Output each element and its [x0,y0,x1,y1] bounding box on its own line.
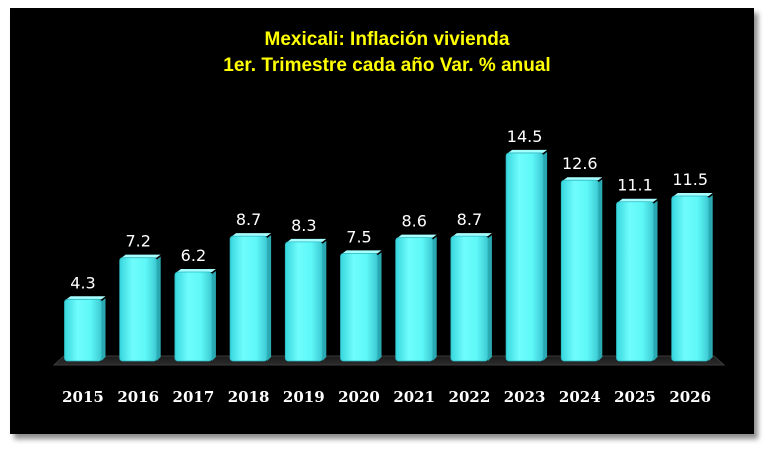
bar-side-2018 [267,235,272,361]
bar-top-2016 [121,254,161,258]
value-label-2019: 8.3 [291,216,316,235]
x-tick-2026: 2026 [669,388,711,406]
value-label-2020: 7.5 [346,227,371,246]
bars-group [64,149,713,362]
bar-2019 [284,241,323,362]
bar-side-2017 [211,271,216,361]
bar-2015 [64,298,102,362]
bar-top-2026 [673,192,713,196]
value-label-2016: 7.2 [125,232,150,251]
bar-side-2026 [708,194,713,361]
x-tick-2018: 2018 [228,388,270,406]
bar-top-2022 [452,233,492,237]
bar-2026 [671,195,710,362]
value-labels-group: 4.3 7.2 6.2 8.7 8.3 7.5 8.6 8.7 14.5 12.6 11.1 11.5 [70,127,708,292]
bar-top-2019 [287,238,327,242]
bar-side-2020 [377,252,382,361]
bar-top-2020 [342,250,382,254]
value-label-2023: 14.5 [507,127,543,146]
x-tick-2025: 2025 [614,388,656,406]
bar-2018 [229,235,268,362]
bar-top-2021 [397,234,437,238]
x-tick-2020: 2020 [338,388,380,406]
bar-side-2022 [487,235,492,361]
bar-2020 [340,252,378,362]
x-axis-ticks: 2015 2016 2017 2018 2019 2020 2021 2022 2023 2024… [62,388,711,406]
value-label-2022: 8.7 [457,210,482,229]
value-label-2015: 4.3 [70,273,95,292]
bar-side-2024 [598,179,603,361]
x-tick-2015: 2015 [62,388,104,406]
bar-side-2019 [322,240,327,361]
bar-top-2023 [508,149,548,153]
x-tick-2024: 2024 [559,388,601,406]
bar-2025 [616,201,654,362]
bar-top-2017 [176,269,216,273]
bar-2024 [560,179,599,362]
value-label-2026: 11.5 [672,170,708,189]
x-tick-2016: 2016 [117,388,159,406]
value-label-2021: 8.6 [401,212,426,231]
bar-side-2021 [432,236,437,361]
chart-floor [52,355,726,366]
bar-side-2025 [653,200,658,361]
x-tick-2021: 2021 [393,388,435,406]
bar-2016 [119,257,158,362]
value-label-2017: 6.2 [181,246,206,265]
bar-top-2015 [66,296,106,300]
bar-side-2023 [543,151,548,361]
bar-2017 [174,271,213,362]
value-label-2025: 11.1 [617,176,653,195]
chart-subtitle: 1er. Trimestre cada año Var. % anual [223,55,550,76]
value-label-2024: 12.6 [562,154,598,173]
value-label-2018: 8.7 [236,210,261,229]
x-tick-2022: 2022 [449,388,491,406]
x-tick-2017: 2017 [173,388,215,406]
x-tick-2023: 2023 [504,388,546,406]
bar-2022 [450,235,489,362]
chart-title: Mexicali: Inflación vivienda [265,29,510,50]
bar-side-2016 [156,256,161,361]
bar-side-2015 [101,298,106,361]
bar-chart: Mexicali: Inflación vivienda 1er. Trimes… [52,29,726,406]
bar-2023 [505,152,544,362]
chart-frame: Mexicali: Inflación vivienda 1er. Trimes… [10,8,754,434]
bar-2021 [395,237,434,362]
bar-top-2025 [618,198,658,202]
bar-top-2018 [232,233,272,237]
x-tick-2019: 2019 [283,388,325,406]
bar-top-2024 [563,177,603,181]
